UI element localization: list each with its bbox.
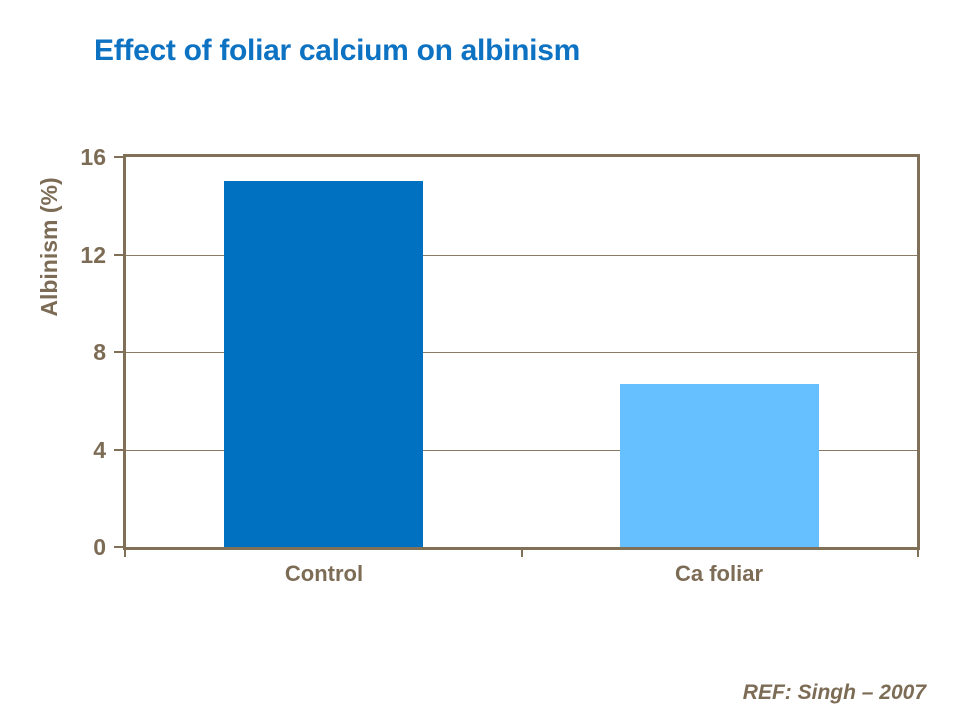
y-tick-label: 0: [93, 534, 106, 560]
x-axis-line: [123, 547, 920, 550]
x-category-label: Ca foliar: [674, 561, 764, 586]
x-category-label: Control: [284, 561, 364, 586]
x-tick-mark: [917, 550, 919, 557]
x-tick-mark: [124, 550, 126, 557]
bar-ca-foliar: [620, 384, 819, 547]
y-tick-label: 12: [80, 242, 106, 268]
y-tick-label: 8: [93, 339, 106, 365]
y-tick-mark: [114, 156, 123, 158]
gridline-8: [126, 352, 917, 353]
x-tick-mark: [521, 550, 523, 557]
y-tick-mark: [114, 449, 123, 451]
bar-control: [224, 181, 423, 547]
gridline-12: [126, 255, 917, 256]
y-tick-mark: [114, 546, 123, 548]
plot-border-right: [917, 154, 920, 550]
gridline-4: [126, 450, 917, 451]
plot-border-top: [123, 154, 920, 157]
y-tick-label: 16: [80, 144, 106, 170]
y-axis-line: [123, 154, 126, 550]
chart-title: Effect of foliar calcium on albinism: [94, 34, 580, 67]
reference-text: REF: Singh – 2007: [742, 681, 926, 704]
y-tick-mark: [114, 254, 123, 256]
y-tick-label: 4: [93, 437, 106, 463]
y-tick-mark: [114, 351, 123, 353]
